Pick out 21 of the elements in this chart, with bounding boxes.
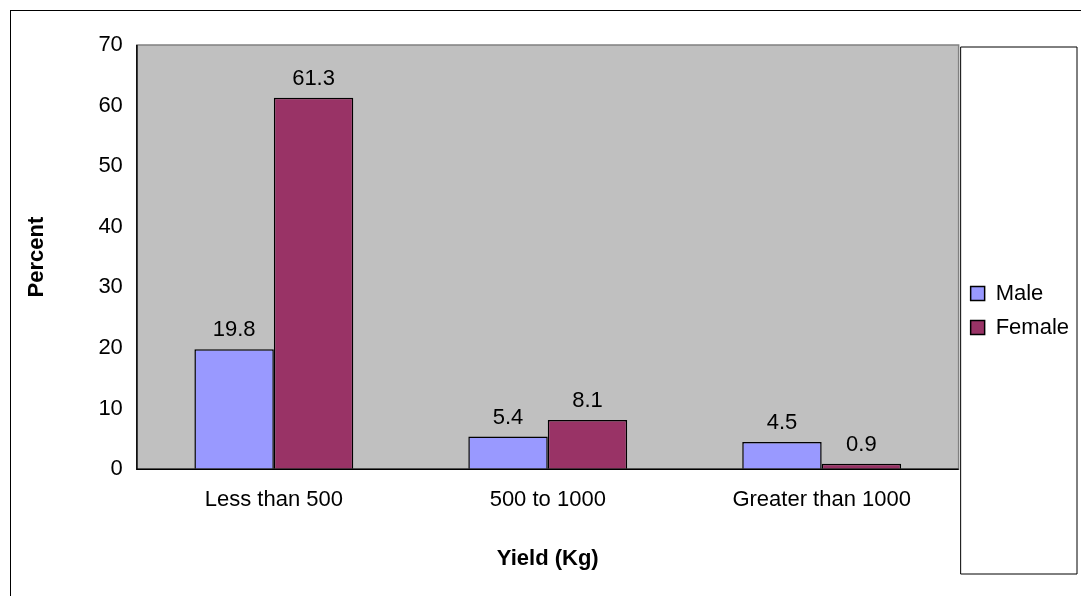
- y-tick-label: 60: [98, 91, 123, 117]
- data-label: 5.4: [492, 403, 524, 429]
- y-tick-label: 50: [98, 152, 123, 178]
- x-tick-label: Less than 500: [204, 486, 343, 512]
- legend-label: Male: [995, 279, 1044, 305]
- data-label: 8.1: [572, 387, 603, 413]
- y-tick-label: 70: [98, 31, 123, 57]
- y-axis-title: Percent: [23, 216, 49, 298]
- data-label: 0.9: [846, 430, 877, 456]
- y-tick-label: 20: [98, 334, 123, 360]
- data-label: 19.8: [212, 316, 256, 342]
- x-axis-title: Yield (Kg): [496, 544, 599, 570]
- x-tick-label: 500 to 1000: [489, 486, 606, 512]
- legend-label: Female: [995, 313, 1069, 339]
- x-tick-label: Greater than 1000: [732, 486, 911, 512]
- y-tick-label: 0: [110, 455, 123, 481]
- data-label: 4.5: [766, 408, 798, 434]
- y-tick-label: 10: [98, 394, 123, 420]
- y-tick-label: 40: [98, 212, 123, 238]
- y-tick-label: 30: [98, 273, 123, 299]
- data-label: 61.3: [292, 64, 335, 90]
